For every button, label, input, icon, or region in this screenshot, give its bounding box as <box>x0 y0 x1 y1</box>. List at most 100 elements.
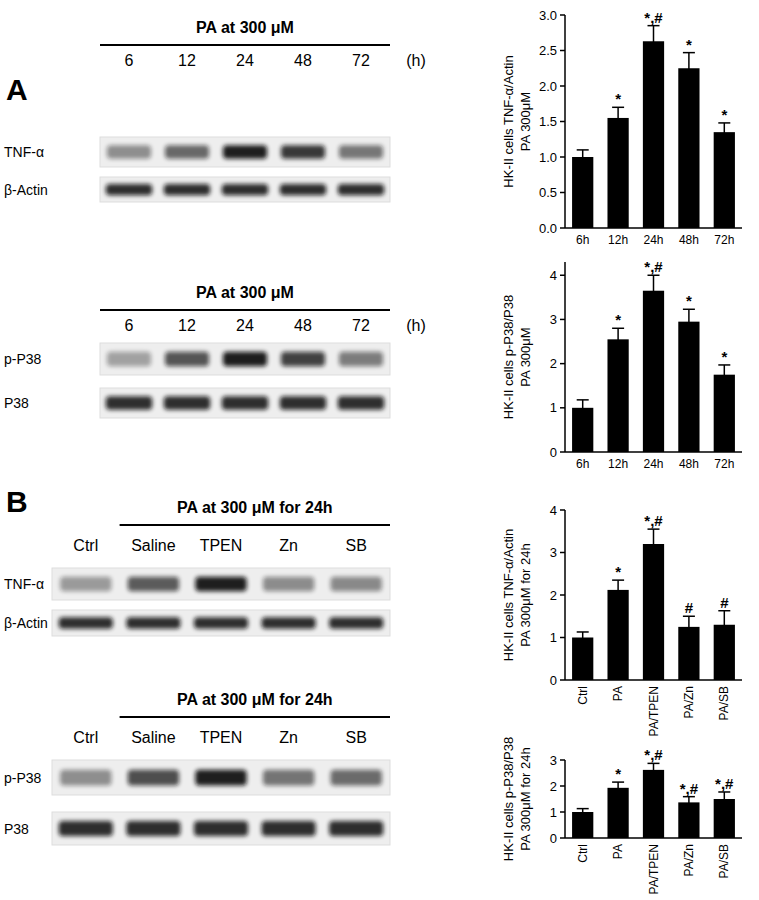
row-label: p-P38 <box>4 351 42 367</box>
y-axis-label: HK-II cells TNF-α/Actin <box>501 55 516 187</box>
blot: PA at 300 μM for 24hCtrlSalineTPENZnSBp-… <box>4 691 390 845</box>
y-tick-label: 0 <box>550 673 557 688</box>
error-cap <box>577 399 589 401</box>
x-tick-label: PA/Zn <box>682 686 696 718</box>
y-axis-label: PA 300μM for 24h <box>518 747 533 850</box>
y-tick-label: 3 <box>550 545 557 560</box>
blot-band <box>263 770 314 786</box>
blot-band <box>263 577 314 591</box>
y-axis-label: HK-II cells TNF-α/Actin <box>501 529 516 661</box>
loading-band <box>59 821 113 836</box>
blot-header: PA at 300 μM <box>196 19 294 36</box>
bar <box>572 812 593 838</box>
blot: PA at 300 μM612244872(h)p-P38P38 <box>4 284 426 418</box>
blot-band <box>60 577 111 591</box>
y-tick-label: 1 <box>550 400 557 415</box>
row-label: P38 <box>4 395 29 411</box>
y-tick-label: 0 <box>550 445 557 460</box>
x-tick-label: 24h <box>643 457 663 471</box>
loading-band <box>338 396 384 410</box>
y-tick-label: 1.0 <box>539 150 557 165</box>
bar <box>607 118 628 228</box>
y-tick-label: 2.0 <box>539 79 557 94</box>
lane-label: 48 <box>294 52 312 69</box>
figure: ABPA at 300 μM612244872(h)TNF-αβ-ActinPA… <box>0 0 759 900</box>
y-tick-label: 1.5 <box>539 114 557 129</box>
error-bar <box>577 150 589 164</box>
loading-band <box>222 184 268 195</box>
lane-label: TPEN <box>200 729 243 746</box>
lane-label: SB <box>346 537 367 554</box>
y-tick-label: 0.5 <box>539 185 557 200</box>
y-tick <box>560 156 565 158</box>
y-axis-label: PA 300μM <box>518 92 533 151</box>
plot-area <box>572 529 735 680</box>
unit-label: (h) <box>406 317 426 334</box>
y-tick <box>560 319 565 321</box>
loading-band <box>106 184 152 195</box>
blot-strip <box>100 388 390 418</box>
y-tick <box>560 785 565 787</box>
header-line <box>120 716 390 718</box>
blot-band <box>195 770 246 786</box>
error-line <box>653 26 655 57</box>
unit-label: (h) <box>406 52 426 69</box>
row-label: TNF-α <box>4 144 44 160</box>
blot-band <box>281 352 325 366</box>
bar <box>643 291 664 452</box>
bar <box>714 132 735 228</box>
error-line <box>724 123 726 141</box>
bar <box>572 157 593 228</box>
blot: PA at 300 μM612244872(h)TNF-αβ-Actin <box>4 19 426 202</box>
annotation: *,# <box>644 746 663 763</box>
lane-label: 72 <box>352 317 370 334</box>
loading-band <box>59 617 113 629</box>
error-bar <box>612 107 624 128</box>
y-tick <box>560 85 565 87</box>
loading-band <box>262 821 316 836</box>
error-cap <box>577 808 589 810</box>
error-bar <box>718 123 730 141</box>
annotation: # <box>720 594 729 611</box>
x-tick-label: PA/Zn <box>682 844 696 876</box>
blot-header: PA at 300 μM for 24h <box>177 691 333 708</box>
blot-band <box>165 145 209 159</box>
y-tick <box>560 451 565 453</box>
y-tick-label: 3.0 <box>539 8 557 23</box>
x-tick-label: 24h <box>643 233 663 247</box>
row-label: TNF-α <box>4 576 44 592</box>
blot-band <box>281 145 325 159</box>
error-line <box>724 792 726 806</box>
lane-label: Zn <box>279 537 298 554</box>
error-line <box>582 150 584 164</box>
x-tick-label: 12h <box>608 233 628 247</box>
y-tick <box>560 552 565 554</box>
blot-band <box>128 770 179 786</box>
loading-band <box>126 617 180 629</box>
annotation: *,# <box>644 258 663 275</box>
y-tick <box>560 509 565 511</box>
error-line <box>653 529 655 559</box>
y-tick-label: 2 <box>550 779 557 794</box>
y-tick-label: 2.5 <box>539 43 557 58</box>
x-axis <box>565 451 742 453</box>
error-bar <box>612 782 624 793</box>
y-tick-label: 0 <box>550 831 557 846</box>
error-line <box>617 328 619 350</box>
bar-chart: **,###01234CtrlPAPA/TPENPA/ZnPA/SBHK-II … <box>501 503 742 737</box>
error-cap <box>577 149 589 151</box>
error-line <box>617 107 619 128</box>
bar <box>714 375 735 452</box>
lane-label: 12 <box>178 52 196 69</box>
error-bar <box>577 632 589 643</box>
error-line <box>688 616 690 637</box>
y-axis-label: HK-II cells p-P38/P38 <box>501 295 516 419</box>
y-tick <box>560 121 565 123</box>
y-axis-label: HK-II cells p-P38/P38 <box>501 737 516 861</box>
x-tick-label: Ctrl <box>576 844 590 863</box>
annotation: * <box>686 292 692 309</box>
blot-strip <box>52 610 390 636</box>
plot-area <box>572 275 735 452</box>
lane-label: 48 <box>294 317 312 334</box>
loading-band <box>164 396 210 410</box>
